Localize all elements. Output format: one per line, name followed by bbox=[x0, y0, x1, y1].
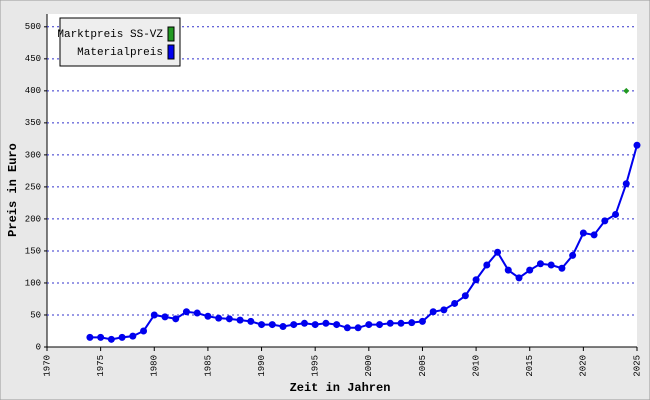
point bbox=[590, 231, 598, 239]
point bbox=[622, 180, 630, 188]
y-tick-label: 450 bbox=[25, 54, 41, 64]
point bbox=[118, 333, 126, 341]
x-tick-label: 1975 bbox=[96, 355, 106, 377]
point bbox=[97, 333, 105, 341]
point bbox=[558, 264, 566, 272]
point bbox=[333, 321, 341, 329]
point bbox=[579, 229, 587, 237]
point bbox=[150, 311, 158, 319]
point bbox=[504, 266, 512, 274]
x-tick-label: 1985 bbox=[203, 355, 213, 377]
point bbox=[311, 321, 319, 329]
point bbox=[633, 141, 641, 149]
point bbox=[86, 333, 94, 341]
x-tick-label: 1995 bbox=[311, 355, 321, 377]
legend-box bbox=[59, 17, 181, 67]
point bbox=[258, 321, 266, 329]
point bbox=[193, 309, 201, 317]
point bbox=[440, 306, 448, 314]
line bbox=[89, 145, 638, 341]
point bbox=[172, 315, 180, 323]
x-tick-label: 1990 bbox=[257, 355, 267, 377]
y-tick-label: 350 bbox=[25, 118, 41, 128]
x-tick-label: 2010 bbox=[471, 355, 481, 377]
legend-label: Materialpreis bbox=[77, 47, 163, 59]
point bbox=[547, 261, 555, 269]
point bbox=[408, 319, 416, 327]
point bbox=[429, 308, 437, 316]
point bbox=[225, 315, 233, 323]
point bbox=[182, 308, 190, 316]
point bbox=[322, 319, 330, 327]
y-tick-label: 100 bbox=[25, 278, 41, 288]
y-tick-label: 0 bbox=[36, 342, 41, 352]
y-axis-label: Preis in Euro bbox=[6, 143, 20, 237]
y-tick-label: 500 bbox=[25, 22, 41, 32]
point bbox=[418, 317, 426, 325]
point bbox=[623, 87, 630, 94]
point bbox=[483, 261, 491, 269]
y-tick-label: 250 bbox=[25, 182, 41, 192]
point bbox=[204, 312, 212, 320]
point bbox=[247, 317, 255, 325]
point bbox=[536, 260, 544, 268]
point bbox=[300, 319, 308, 327]
y-tick-label: 150 bbox=[25, 246, 41, 256]
point bbox=[494, 248, 502, 256]
point bbox=[279, 323, 287, 331]
point bbox=[461, 292, 469, 300]
x-tick-label: 2015 bbox=[525, 355, 535, 377]
point bbox=[129, 332, 137, 340]
point bbox=[376, 321, 384, 329]
point bbox=[472, 276, 480, 284]
x-axis-label: Zeit in Jahren bbox=[290, 381, 391, 395]
point bbox=[354, 324, 362, 332]
legend-swatch bbox=[167, 44, 175, 60]
point bbox=[343, 324, 351, 332]
plot-area bbox=[47, 14, 637, 347]
point bbox=[268, 321, 276, 329]
point bbox=[386, 319, 394, 327]
y-tick-label: 400 bbox=[25, 86, 41, 96]
point bbox=[140, 327, 148, 335]
point bbox=[515, 274, 523, 282]
legend-label: Marktpreis SS-VZ bbox=[57, 29, 163, 41]
point bbox=[236, 316, 244, 324]
x-tick-label: 2005 bbox=[418, 355, 428, 377]
y-tick-label: 200 bbox=[25, 214, 41, 224]
x-tick-label: 1980 bbox=[150, 355, 160, 377]
point bbox=[365, 321, 373, 329]
point bbox=[215, 314, 223, 322]
x-tick-label: 2000 bbox=[364, 355, 374, 377]
point bbox=[397, 319, 405, 327]
point bbox=[601, 217, 609, 225]
point bbox=[290, 321, 298, 329]
point bbox=[612, 210, 620, 218]
x-tick-label: 2020 bbox=[579, 355, 589, 377]
legend-swatch bbox=[167, 26, 175, 42]
point bbox=[569, 251, 577, 259]
point bbox=[161, 313, 169, 321]
point bbox=[526, 266, 534, 274]
y-tick-label: 300 bbox=[25, 150, 41, 160]
x-tick-label: 2025 bbox=[632, 355, 642, 377]
point bbox=[451, 299, 459, 307]
x-tick-label: 1970 bbox=[42, 355, 52, 377]
point bbox=[107, 335, 115, 343]
y-tick-label: 50 bbox=[30, 310, 41, 320]
